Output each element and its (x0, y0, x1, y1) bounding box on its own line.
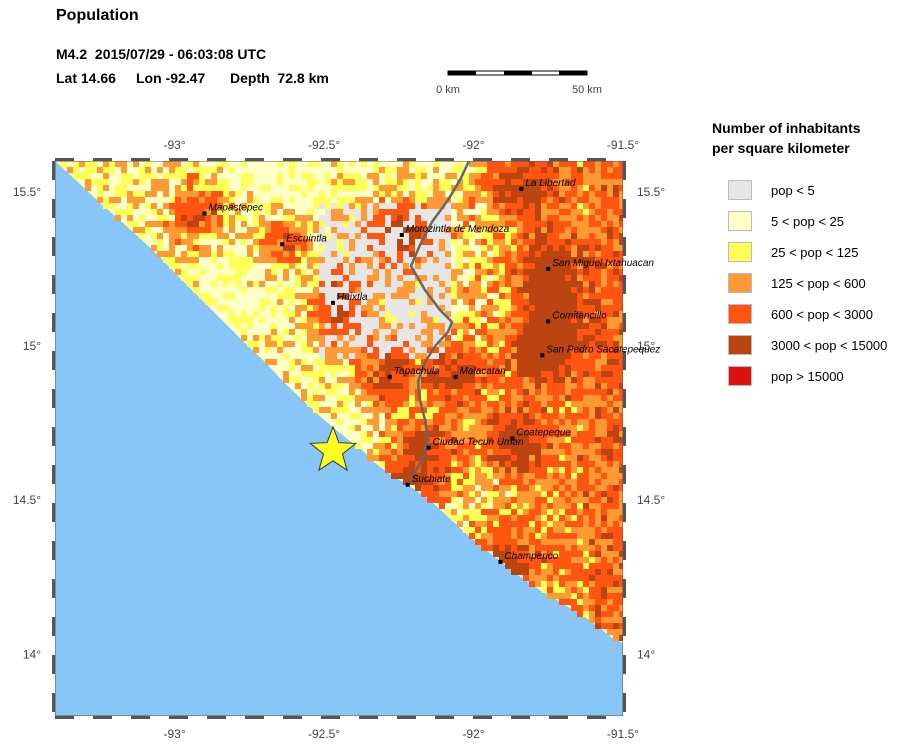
city-marker (510, 436, 515, 441)
city-marker (202, 211, 207, 216)
event-info: M4.2 2015/07/29 - 06:03:08 UTC (56, 46, 267, 62)
city-marker (331, 300, 336, 305)
lon-tick-label-bottom: -92.5° (308, 727, 340, 741)
lon-tick-label-bottom: -92° (462, 727, 484, 741)
lon-tick-label-bottom: -91.5° (607, 727, 639, 741)
lat-tick-label-left: 14° (23, 647, 41, 661)
legend-item: pop < 5 (728, 180, 904, 202)
lat-tick-label-left: 14.5° (13, 493, 41, 507)
legend-swatch (728, 335, 752, 355)
city-label: Coatepeque (516, 428, 571, 439)
legend-swatch (728, 242, 752, 262)
legend-item: 3000 < pop < 15000 (728, 335, 904, 357)
location-info: Lat 14.66 Lon -92.47 Depth 72.8 km (56, 70, 329, 86)
epicenter-star-icon (308, 425, 358, 472)
city-label: Champerico (504, 551, 558, 562)
scale-bar: 0 km 50 km (436, 70, 602, 96)
city-marker (498, 559, 503, 564)
city-label: San Miguel Ixtahuacan (552, 258, 654, 269)
legend-item: pop > 15000 (728, 366, 904, 388)
legend-item: 5 < pop < 25 (728, 211, 904, 233)
legend-label: 600 < pop < 3000 (771, 307, 873, 322)
lon-tick-label-top: -91.5° (607, 138, 639, 152)
city-label: Huixtla (337, 292, 368, 303)
city-marker (387, 374, 392, 379)
scale-right-label: 50 km (572, 84, 602, 96)
legend-title-line2: per square kilometer (712, 140, 850, 156)
legend-item: 25 < pop < 125 (728, 242, 904, 264)
city-marker (519, 186, 524, 191)
legend-swatch (728, 366, 752, 386)
city-label: Ciudad Tecun Uman (433, 437, 524, 448)
city-marker (546, 319, 551, 324)
legend-label: 125 < pop < 600 (771, 276, 866, 291)
city-markers: Mapastepec Escuintla Motozintla de Mendoza… (202, 178, 660, 564)
city-marker (405, 482, 410, 487)
legend: Number of inhabitants per square kilomet… (712, 118, 902, 386)
legend-label: 3000 < pop < 15000 (771, 338, 888, 353)
city-label: Comitancillo (552, 310, 607, 321)
lat-tick-label-right: 15° (637, 339, 655, 353)
lon-tick-label-top: -92° (462, 138, 484, 152)
map-title: Population (56, 7, 139, 24)
depth-label: Depth 72.8 km (230, 70, 329, 86)
city-label: La Libertad (525, 178, 575, 189)
city-label: Tapachula (394, 366, 440, 377)
legend-title-line1: Number of inhabitants (712, 120, 861, 136)
legend-swatch (728, 273, 752, 293)
city-label: Mapastepec (208, 202, 262, 213)
city-label: Escuintla (286, 233, 327, 244)
lon-tick-label-bottom: -93° (164, 727, 186, 741)
country-border (406, 161, 471, 487)
lat-tick-label-left: 15° (23, 339, 41, 353)
city-label: Suchiate (412, 474, 451, 485)
city-marker (426, 445, 431, 450)
lat-tick-label-left: 15.5° (13, 185, 41, 199)
lon-tick-label-top: -92.5° (308, 138, 340, 152)
legend-label: 5 < pop < 25 (771, 214, 845, 229)
city-marker (546, 266, 551, 271)
city-marker (399, 233, 404, 237)
city-label: Malacatan (460, 366, 507, 377)
longitude-ticks: -93° -93° -92.5° -92.5° -92° -92° -91.5° -91.5° (164, 138, 640, 741)
city-marker (453, 374, 458, 379)
city-marker (540, 353, 545, 358)
longitude-label: Lon -92.47 (136, 70, 206, 86)
legend-label: 25 < pop < 125 (771, 245, 859, 260)
map-frame (52, 158, 626, 719)
legend-item: 600 < pop < 3000 (728, 304, 904, 326)
legend-title: Number of inhabitants per square kilomet… (712, 118, 902, 158)
city-marker (280, 242, 285, 247)
legend-label: pop < 5 (771, 183, 815, 198)
lat-tick-label-right: 14° (637, 647, 655, 661)
legend-swatch (728, 304, 752, 324)
legend-label: pop > 15000 (771, 369, 844, 384)
latitude-label: Lat 14.66 (56, 70, 116, 86)
lat-tick-label-right: 14.5° (637, 493, 665, 507)
lat-tick-label-right: 15.5° (637, 185, 665, 199)
lon-tick-label-top: -93° (164, 138, 186, 152)
legend-item: 125 < pop < 600 (728, 273, 904, 295)
legend-swatch (728, 211, 752, 231)
population-density-layer (61, 161, 623, 641)
latitude-ticks: 15.5° 15.5° 15° 15° 14.5° 14.5° 14° 14° (13, 185, 666, 661)
legend-swatch (728, 180, 752, 200)
scale-left-label: 0 km (436, 84, 460, 96)
city-label: San Pedro Sacatepequez (546, 344, 660, 355)
city-label: Motozintla de Mendoza (406, 224, 510, 235)
